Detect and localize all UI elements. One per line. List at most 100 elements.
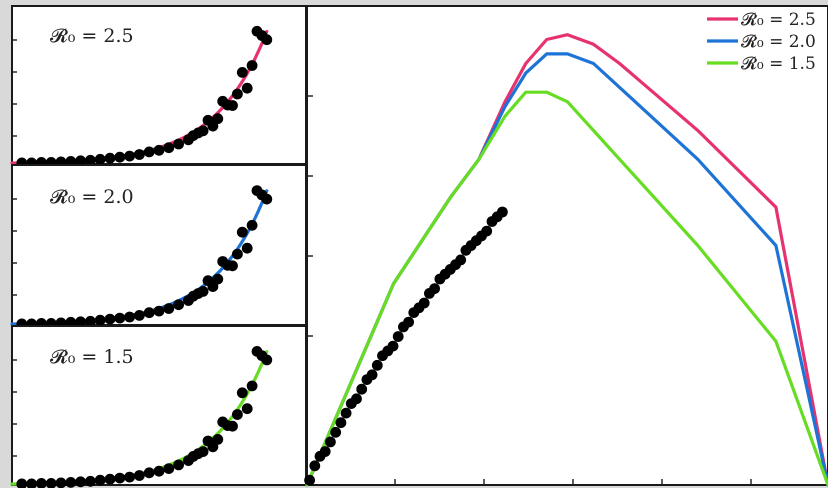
main-data-point [481,225,493,237]
panel-top: 𝓡₀ = 2.5 [10,5,307,169]
panel-top-data-point [212,113,224,125]
panel-bottom-data-point [134,470,145,481]
panel-middle-data-point [261,193,273,205]
main-data-point [455,254,467,266]
main-data-point [319,446,331,457]
legend-label: 𝓡₀ = 2.0 [741,32,816,52]
panel-main-dots [304,206,508,486]
main-data-point [371,359,383,371]
main-data-point [418,297,430,309]
panel-bottom-data-point [153,465,165,477]
legend-label: 𝓡₀ = 2.5 [741,10,816,30]
legend: 𝓡₀ = 2.5𝓡₀ = 2.0𝓡₀ = 1.5 [707,10,816,74]
panel-top-data-point [241,82,253,94]
panel-bottom-data-point [55,477,67,488]
panel-top-data-point [134,149,145,160]
panel-top-data-point [114,151,126,163]
panel-middle-data-point [124,311,135,323]
panel-top-data-point [143,146,155,158]
main-data-point [366,369,378,381]
panel-middle-data-point [163,303,175,314]
main-data-point [387,340,399,352]
panel-top-label: 𝓡₀ = 2.5 [50,25,134,47]
panel-bottom-data-point [26,478,37,488]
legend-label: 𝓡₀ = 1.5 [741,54,816,74]
panel-bottom-data-point [16,478,28,488]
panel-top-data-point [163,142,175,154]
panel-middle-data-point [94,314,106,326]
panel-top-data-point [173,138,185,150]
panel-bottom-data-point [163,463,175,474]
panel-middle-data-point [236,226,248,238]
panel-bottom-data-point [124,471,135,483]
main-data-point [429,283,440,294]
panel-middle-data-point [153,305,165,317]
main-series-line [305,90,828,487]
panel-bottom-data-point [232,409,243,420]
panel-bottom-data-point [143,467,155,479]
panel-middle-label: 𝓡₀ = 2.0 [50,186,134,208]
panel-bottom-data-point [197,446,209,457]
panel-top-dots [16,25,273,169]
panel-bottom-data-point [173,459,185,471]
main-data-point [335,417,347,429]
main-data-point [392,331,404,342]
panel-bottom-data-point [261,354,273,366]
panel-bottom-data-point [236,387,248,399]
panel-main: 𝓡₀ = 2.5𝓡₀ = 2.0𝓡₀ = 1.5 [304,5,828,487]
panel-middle-data-point [241,242,253,254]
main-data-point [330,426,342,438]
panel-bottom-data-point [114,472,126,484]
panel-middle-data-point [104,313,116,325]
panel-main-frame [306,5,828,486]
panel-bottom-data-point [246,380,258,392]
panel-top-data-point [232,88,243,100]
panel-bottom-data-point [36,478,47,488]
panel-bottom-data-point [45,478,57,488]
main-data-point [403,316,414,328]
panel-bottom-data-point [75,476,86,488]
panel-middle-data-point [85,315,96,327]
main-data-point [351,393,362,405]
panel-top-data-point [261,34,273,46]
panel-middle-data-point [134,310,145,321]
panel-middle-data-point [232,248,243,260]
panel-bottom-dots [16,346,273,488]
panel-middle-data-point [114,312,126,324]
main-data-point [340,407,352,419]
panel-top-data-point [153,144,165,156]
main-data-point [304,474,315,486]
panel-top-data-point [197,125,209,137]
panel-middle-data-point [143,307,155,319]
panel-middle: 𝓡₀ = 2.0 [10,164,307,330]
panel-middle-data-point [197,286,209,297]
axis-ticks [12,39,752,485]
panel-bottom-data-point [65,477,77,488]
panel-top-data-point [236,67,248,78]
main-data-point [497,206,508,218]
panel-middle-data-point [75,316,86,328]
panel-top-data-point [246,60,258,71]
panel-main-curves [305,33,828,487]
panel-middle-data-point [246,219,258,231]
panel-bottom-data-point [104,473,116,485]
main-data-point [309,460,321,472]
panel-bottom-data-point [212,434,224,445]
panel-top-data-point [94,153,106,165]
panel-bottom: 𝓡₀ = 1.5 [10,325,307,488]
panel-bottom-data-point [94,474,106,486]
panel-top-data-point [75,155,86,167]
panel-bottom-label: 𝓡₀ = 1.5 [50,346,134,368]
panel-bottom-data-point [85,475,96,487]
panel-middle-data-point [227,260,238,272]
panel-middle-data-point [212,273,224,285]
panel-bottom-data-point [241,403,253,415]
panel-top-data-point [85,154,96,166]
main-data-point [325,436,336,448]
panel-middle-data-point [173,299,185,311]
panel-top-data-point [104,152,116,164]
panel-bottom-data-point [227,420,238,432]
panel-top-data-point [124,150,135,162]
panel-top-data-point [227,100,238,111]
